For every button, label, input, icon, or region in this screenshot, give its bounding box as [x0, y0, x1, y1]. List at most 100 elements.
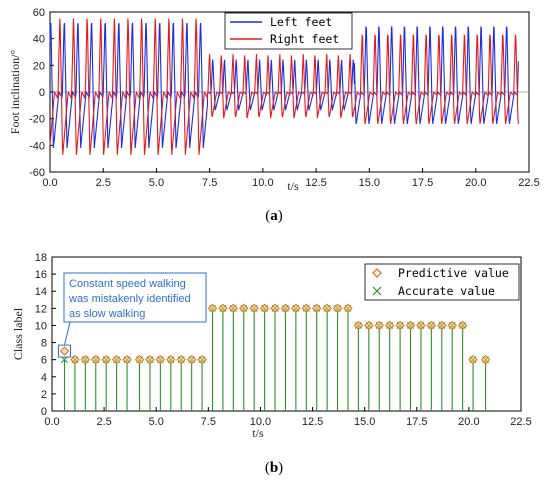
annotation-pointer [64, 321, 71, 346]
predictive-point [249, 303, 259, 314]
predictive-point [134, 354, 145, 365]
predictive-point [312, 303, 322, 314]
panel-a-xtick-label: 22.5 [518, 177, 539, 189]
panel-b-ytick-label: 16 [35, 269, 47, 281]
predictive-point [322, 303, 332, 314]
panel-b-class-label-chart: 0.0 2.5 5.0 7.5 10.0 12.5 15.0 17.5 20.0 22.5 0 2 4 6… [11, 252, 532, 476]
panel-b-legend: Predictive value Accurate value [364, 263, 520, 301]
predictive-point [395, 320, 405, 331]
panel-a-xtick-label: 10.0 [252, 177, 273, 189]
predictive-point [374, 320, 384, 331]
predictive-point [426, 320, 437, 331]
predictive-point [197, 354, 207, 365]
predictive-point [207, 303, 218, 314]
panel-a-ticks: 0.0 2.5 5.0 7.5 10.0 12.5 15.0 17.5 20.0 22.5 60 40… [29, 7, 540, 189]
panel-b-legend-box [364, 263, 520, 301]
panel-b-ticks: 0.0 2.5 5.0 7.5 10.0 12.5 15.0 17.5 20.0 22.5 0 2 4 6… [35, 252, 532, 428]
panel-a-ytick-label: 0 [39, 87, 45, 99]
panel-b-xtick-label: 2.5 [96, 416, 111, 428]
panel-b-plot-frame [51, 256, 522, 412]
predictive-point [291, 303, 301, 314]
panel-b-xtick-label: 22.5 [510, 416, 531, 428]
panel-a-series [49, 18, 519, 155]
predictive-point [145, 354, 155, 365]
predictive-point [101, 354, 111, 365]
panel-a-ylabel: Foot inclination/° [8, 50, 22, 135]
panel-b-ytick-label: 12 [35, 303, 47, 315]
panel-a-xtick-label: 12.5 [305, 177, 326, 189]
predictive-point [228, 303, 239, 314]
panel-b-xtick-label: 10.0 [250, 416, 271, 428]
panel-b-xtick-label: 20.0 [458, 416, 479, 428]
panel-b-xtick-label: 5.0 [149, 416, 164, 428]
panel-a-ytick-label: 60 [33, 7, 45, 19]
panel-b-stems [63, 308, 487, 411]
predictive-point [480, 354, 491, 365]
panel-b-xtick-label: 7.5 [201, 416, 216, 428]
panel-b-ytick-label: 8 [41, 338, 47, 350]
predictive-point [111, 354, 122, 365]
predictive-point [59, 346, 70, 356]
annotation-line-1: Constant speed walking [69, 278, 186, 290]
predictive-point [416, 320, 426, 331]
predictive-point [80, 354, 91, 365]
panel-b-ytick-label: 6 [41, 355, 47, 367]
panel-a-xtick-label: 20.0 [465, 177, 486, 189]
panel-a-caption-letter: a [270, 208, 278, 224]
panel-a-xlabel: t/s [287, 179, 299, 193]
annotation-highlight-box [58, 344, 72, 358]
legend-predictive-label: Predictive value [398, 266, 509, 280]
predictive-point [280, 303, 291, 314]
panel-a-xtick-label: 15.0 [359, 177, 380, 189]
predictive-point [437, 320, 447, 331]
predictive-point [364, 320, 374, 331]
legend-accurate-label: Accurate value [398, 284, 495, 298]
panel-a-ytick-label: -20 [29, 114, 45, 126]
predictive-point [122, 354, 132, 365]
panel-a-xtick-label: 7.5 [202, 177, 217, 189]
predictive-point [259, 303, 270, 314]
predictive-point [457, 320, 468, 331]
predictive-point [91, 354, 101, 365]
panel-b-xtick-label: 12.5 [302, 416, 323, 428]
panel-b-caption: (b) [265, 460, 283, 476]
panel-a-xtick-label: 0.0 [42, 177, 57, 189]
panel-b-ytick-label: 0 [41, 406, 47, 418]
panel-b-ytick-label: 10 [35, 320, 47, 332]
panel-b-ytick-label: 2 [41, 389, 47, 401]
legend-left-feet-label: Left feet [270, 15, 332, 29]
predictive-point [343, 303, 353, 314]
annotation-line-3: as slow walking [69, 308, 145, 320]
predictive-point [384, 320, 395, 331]
panel-b-xlabel: t/s [252, 426, 264, 440]
predictive-point [176, 354, 186, 365]
accurate-point [61, 356, 68, 364]
panel-a-xtick-label: 5.0 [149, 177, 164, 189]
annotation-box [63, 272, 207, 323]
panel-a-legend-box [224, 12, 353, 50]
predictive-point [447, 320, 457, 331]
panel-b-xtick-label: 15.0 [354, 416, 375, 428]
panel-b-ylabel: Class label [11, 307, 25, 360]
panel-b-ytick-label: 4 [41, 372, 47, 384]
predictive-point [155, 354, 166, 365]
predictive-point [166, 354, 176, 365]
predictive-point [332, 303, 343, 314]
predictive-point [353, 320, 364, 331]
panel-a-xtick-label: 17.5 [412, 177, 433, 189]
legend-accurate-marker [372, 286, 382, 296]
panel-b-caption-letter: b [270, 460, 278, 476]
predictive-point [218, 303, 228, 314]
series-line-left-feet [49, 22, 519, 149]
predictive-point [468, 354, 478, 365]
panel-a-foot-inclination-chart: 0.0 2.5 5.0 7.5 10.0 12.5 15.0 17.5 20.0 22.5 60 40… [8, 7, 540, 224]
predictive-point [186, 354, 197, 365]
legend-predictive-marker [372, 268, 382, 278]
predictive-point [239, 303, 249, 314]
panel-a-ytick-label: -40 [29, 140, 45, 152]
panel-b-ytick-label: 18 [35, 252, 47, 264]
panel-a-ytick-label: 20 [33, 60, 45, 72]
predictive-point [405, 320, 416, 331]
panel-b-xtick-label: 17.5 [406, 416, 427, 428]
